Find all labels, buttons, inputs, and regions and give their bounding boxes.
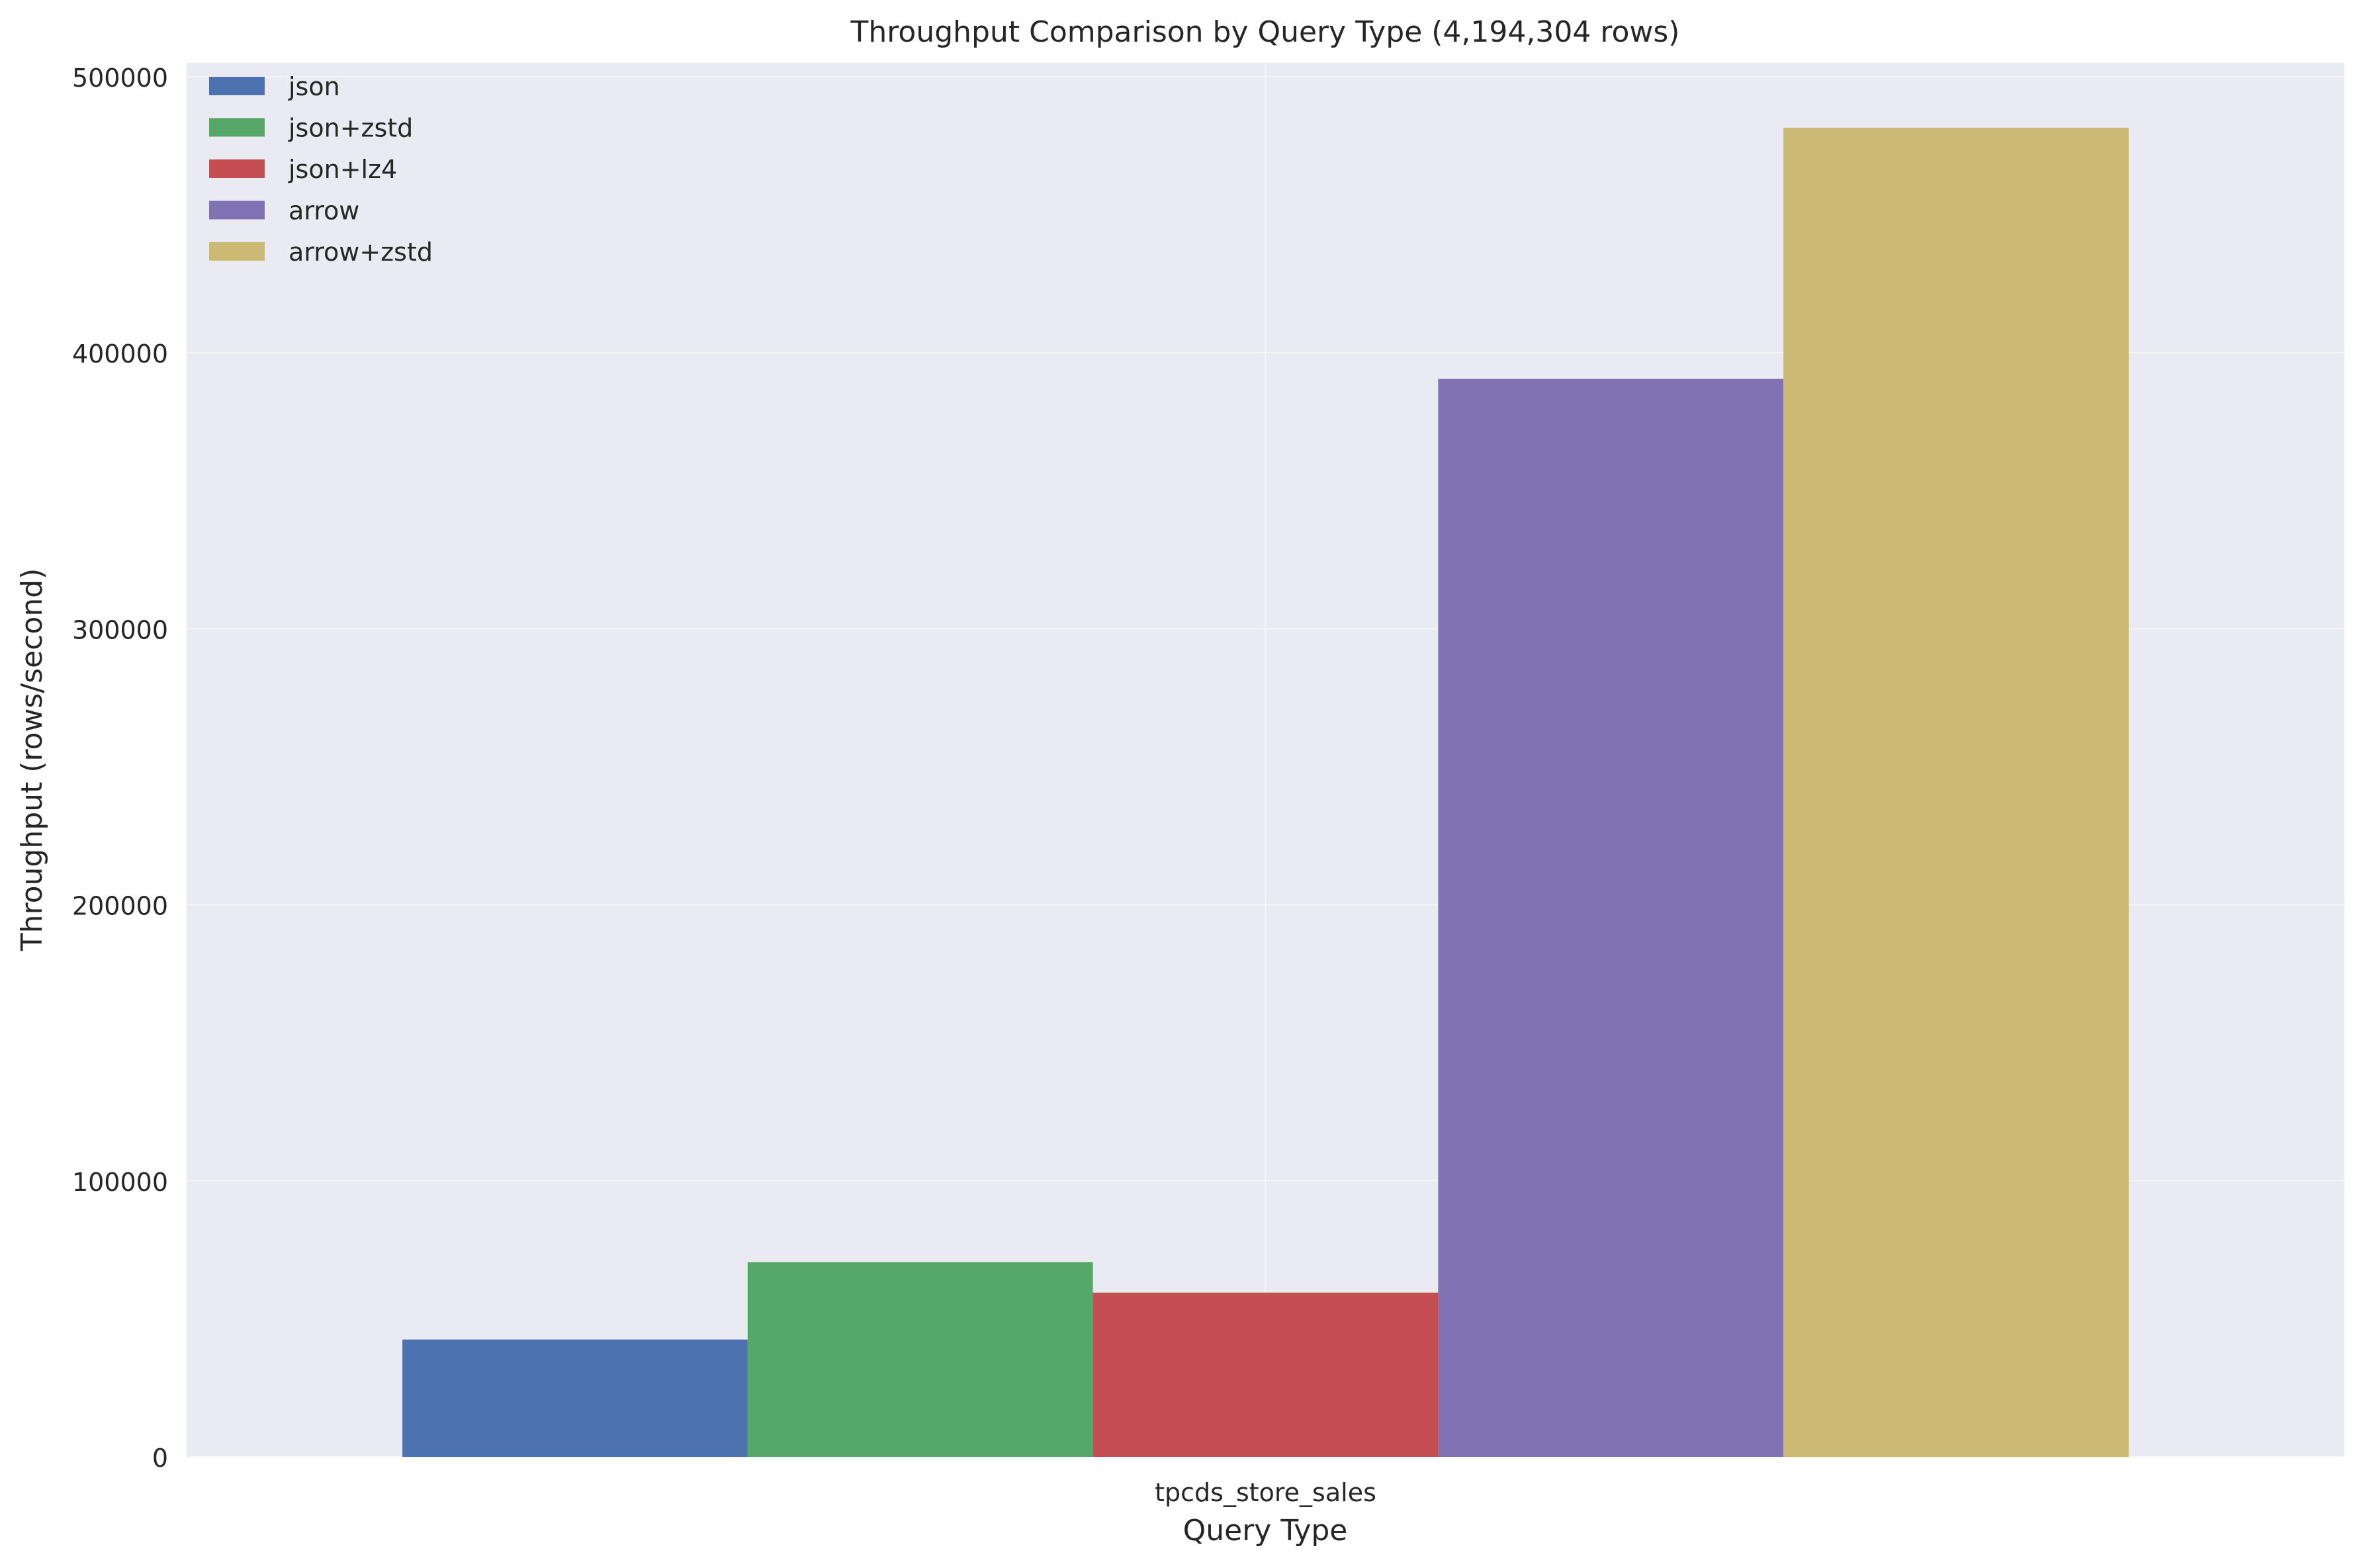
chart-title: Throughput Comparison by Query Type (4,1… xyxy=(850,15,1680,49)
legend-label: json+zstd xyxy=(288,114,413,143)
legend-label: arrow+zstd xyxy=(289,238,433,267)
y-tick-label: 500000 xyxy=(72,64,168,93)
y-tick-label: 100000 xyxy=(72,1168,168,1197)
legend-label: arrow xyxy=(289,196,359,226)
y-tick-label: 0 xyxy=(152,1444,168,1473)
x-tick-label: tpcds_store_sales xyxy=(1155,1478,1376,1507)
legend-swatch xyxy=(209,242,265,261)
bars xyxy=(402,128,2129,1458)
legend-swatch xyxy=(209,159,265,178)
legend-label: json xyxy=(288,72,340,101)
bar-json-lz4 xyxy=(1092,1292,1439,1457)
y-tick-label: 300000 xyxy=(72,615,168,644)
legend-swatch xyxy=(209,77,265,95)
y-tick-label: 200000 xyxy=(72,892,168,921)
bar-json xyxy=(402,1339,748,1457)
y-tick-label: 400000 xyxy=(72,339,168,369)
legend-swatch xyxy=(209,200,265,220)
legend-swatch xyxy=(209,118,265,137)
bar-arrow-zstd xyxy=(1783,128,2129,1458)
x-axis-label: Query Type xyxy=(1183,1514,1348,1547)
axis-ticks: 0 100000 200000 300000 400000 500000 tpcds_sto… xyxy=(72,64,1376,1507)
bar-json-zstd xyxy=(747,1262,1093,1457)
y-axis-label: Throughput (rows/second) xyxy=(15,568,49,952)
bar-arrow xyxy=(1438,378,1784,1457)
legend-label: json+lz4 xyxy=(288,155,397,184)
legend: json json+zstd json+lz4 arrow arrow+zstd xyxy=(209,72,433,267)
